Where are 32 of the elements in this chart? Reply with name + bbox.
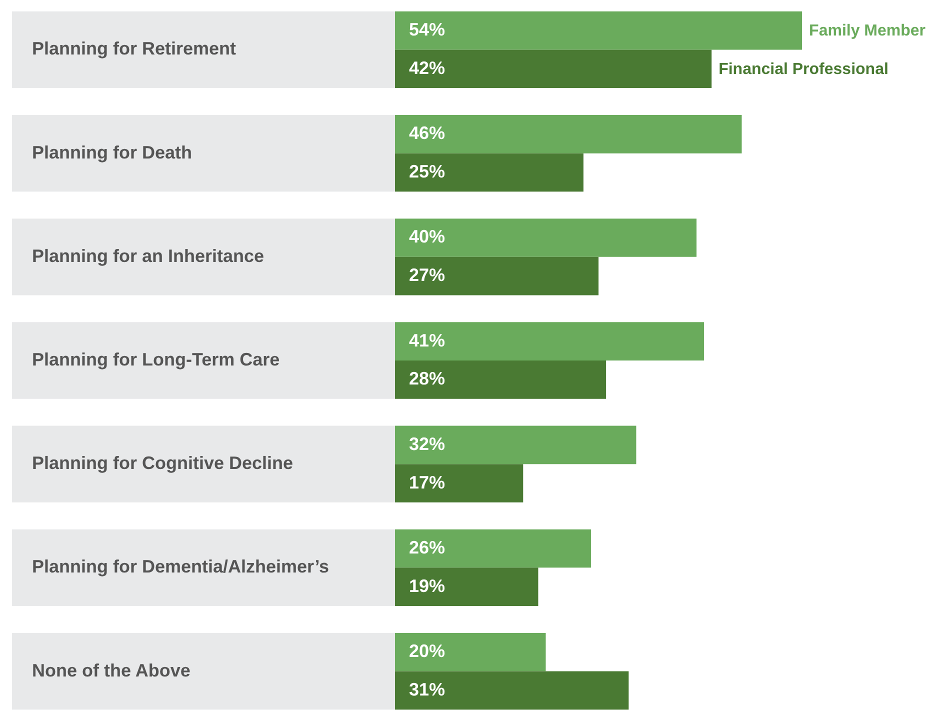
bar (395, 671, 629, 710)
data-label: 28% (409, 368, 446, 389)
bar (395, 568, 538, 606)
data-label: 54% (409, 20, 446, 40)
data-label: 40% (409, 226, 446, 247)
data-label: 20% (409, 641, 446, 662)
bar (395, 153, 584, 192)
bar (395, 360, 606, 399)
y-tick-label: Planning for Dementia/Alzheimer’s (32, 556, 330, 577)
y-tick-label: Planning for Cognitive Decline (32, 453, 294, 474)
series-label: Family Member (809, 22, 926, 40)
data-label: 32% (409, 434, 446, 454)
y-tick-label: Planning for an Inheritance (32, 246, 264, 266)
data-label: 25% (409, 161, 446, 182)
data-label: 41% (409, 330, 446, 350)
data-label: 42% (409, 58, 446, 78)
data-label: 17% (409, 472, 446, 492)
series-label: Financial Professional (718, 60, 888, 78)
y-tick-label: Planning for Long-Term Care (32, 350, 280, 370)
bar (395, 426, 636, 464)
bar (395, 256, 599, 296)
data-label: 46% (409, 123, 446, 144)
y-tick-label: Planning for Death (32, 142, 192, 162)
data-label: 31% (409, 679, 446, 700)
bar (395, 632, 546, 672)
bar (395, 529, 591, 568)
data-label: 19% (409, 576, 446, 596)
y-tick-label: Planning for Retirement (32, 38, 236, 59)
y-tick-label: None of the Above (32, 660, 190, 680)
data-label: 26% (409, 538, 446, 558)
data-label: 27% (409, 265, 446, 286)
bar (395, 464, 524, 502)
